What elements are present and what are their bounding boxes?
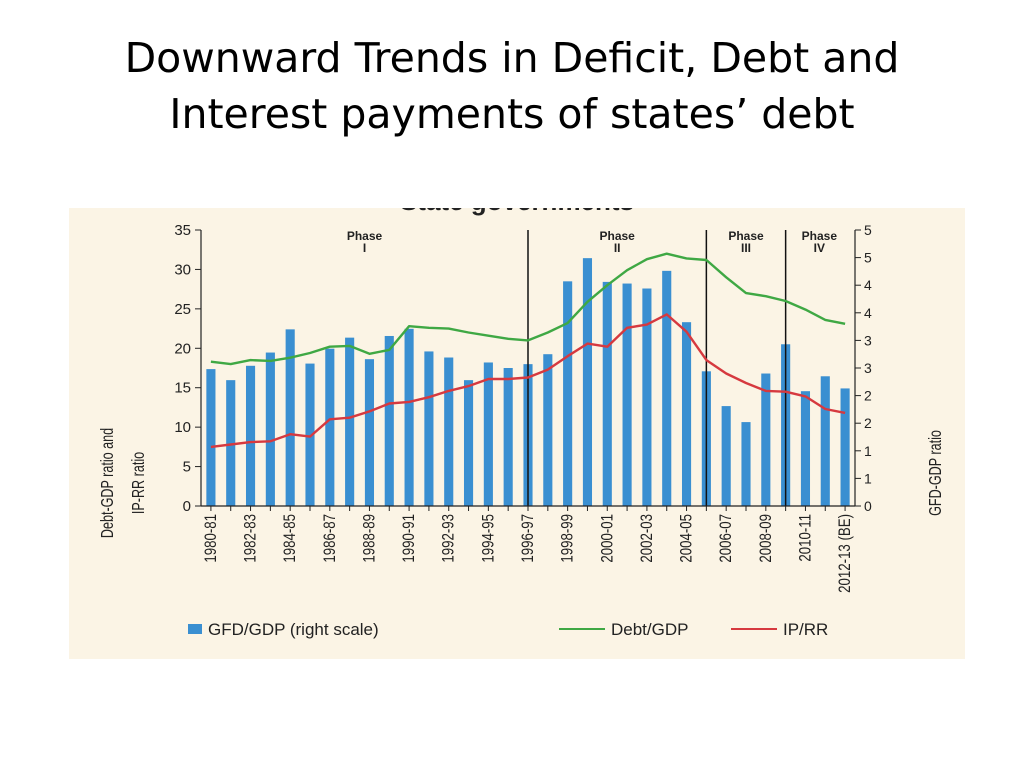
phase-label: Phase	[728, 229, 764, 243]
right-tick-label: 5	[864, 250, 872, 266]
left-tick-label: 20	[174, 340, 191, 357]
x-tick-label: 1992-93	[439, 514, 458, 563]
bar-gfd-gdp	[741, 422, 751, 506]
x-tick-label: 2006-07	[717, 514, 736, 563]
bar-gfd-gdp	[364, 359, 375, 506]
bar-gfd-gdp	[503, 368, 513, 506]
left-axis-label: Debt-GDP ratio and IP-RR ratio	[98, 428, 149, 538]
bar-gfd-gdp	[285, 329, 295, 506]
bar-gfd-gdp	[483, 362, 493, 506]
slide-title-line-2: Interest payments of states’ debt	[169, 90, 855, 138]
right-tick-label: 5	[864, 222, 872, 238]
left-tick-label: 25	[174, 301, 191, 318]
phase-label: Phase	[347, 229, 383, 243]
right-tick-label: 4	[864, 305, 872, 321]
legend-label-ip-rr: IP/RR	[783, 620, 828, 639]
x-tick-label: 1996-97	[519, 514, 538, 563]
left-axis-label-line-1: Debt-GDP ratio and	[98, 428, 118, 538]
x-tick-label: 1988-89	[360, 514, 379, 563]
left-tick-label: 0	[183, 498, 191, 515]
right-tick-label: 2	[864, 415, 872, 431]
x-tick-label: 1990-91	[400, 514, 419, 563]
bar-gfd-gdp	[800, 391, 811, 506]
left-axis-label-line-2: IP-RR ratio	[129, 452, 149, 514]
bar-gfd-gdp	[662, 270, 672, 506]
bar-gfd-gdp	[345, 337, 355, 506]
slide-title: Downward Trends in Deficit, Debt and Int…	[40, 30, 984, 142]
bar-gfd-gdp	[721, 406, 731, 506]
bar-gfd-gdp	[384, 335, 394, 506]
right-tick-label: 1	[864, 443, 872, 459]
right-tick-label: 3	[864, 360, 872, 376]
slide-title-line-1: Downward Trends in Deficit, Debt and	[124, 34, 900, 82]
bar-gfd-gdp	[206, 369, 216, 506]
bar-gfd-gdp	[563, 281, 573, 506]
left-tick-label: 15	[174, 380, 191, 397]
x-tick-label: 1986-87	[320, 514, 339, 563]
left-tick-label: 5	[183, 459, 191, 476]
bar-gfd-gdp	[424, 351, 434, 506]
chart-panel: State governments Debt-GDP ratio and IP-…	[69, 208, 965, 659]
phase-numeral: IV	[814, 241, 825, 255]
bar-gfd-gdp	[265, 352, 275, 506]
x-tick-label: 2004-05	[677, 514, 696, 563]
line-ip-rr	[210, 313, 846, 449]
right-axis-label: GFD-GDP ratio	[926, 430, 946, 516]
phase-numeral: II	[614, 241, 621, 255]
left-tick-label: 35	[174, 222, 191, 239]
legend-label-gfd-gdp: GFD/GDP (right scale)	[208, 620, 379, 639]
x-tick-label: 1994-95	[479, 514, 498, 563]
bar-gfd-gdp	[622, 283, 632, 506]
bar-gfd-gdp	[463, 380, 474, 506]
right-tick-label: 1	[864, 470, 872, 486]
bar-gfd-gdp	[404, 328, 414, 506]
bar-gfd-gdp	[226, 380, 236, 506]
x-tick-label: 2010-11	[796, 514, 815, 562]
bar-gfd-gdp	[642, 288, 652, 506]
left-tick-label: 10	[174, 419, 191, 436]
bar-gfd-gdp	[840, 388, 850, 506]
phase-numeral: I	[363, 241, 366, 255]
x-tick-label: 1984-85	[281, 514, 300, 563]
phase-label: Phase	[802, 229, 838, 243]
phase-label: Phase	[600, 229, 636, 243]
bar-gfd-gdp	[582, 258, 593, 506]
legend	[188, 624, 777, 634]
x-tick-label: 1980-81	[201, 514, 220, 563]
bar-gfd-gdp	[681, 322, 692, 506]
bar-gfd-gdp	[602, 281, 612, 506]
x-tick-label: 1998-99	[558, 514, 577, 563]
left-tick-label: 30	[174, 261, 191, 278]
legend-label-debt-gdp: Debt/GDP	[611, 620, 688, 639]
right-tick-label: 0	[864, 498, 872, 514]
x-tick-label: 1982-83	[241, 514, 260, 563]
right-tick-label: 4	[864, 277, 872, 293]
bar-gfd-gdp	[245, 365, 256, 506]
chart-title: State governments	[400, 208, 634, 216]
x-tick-label: 2012-13 (BE)	[836, 514, 855, 593]
bar-gfd-gdp	[543, 354, 553, 506]
right-tick-label: 3	[864, 332, 872, 348]
bar-gfd-gdp	[444, 357, 454, 506]
x-tick-label: 2002-03	[637, 514, 656, 563]
bar-gfd-gdp	[325, 348, 335, 506]
x-tick-label: 2008-09	[756, 514, 775, 563]
legend-swatch-gfd-gdp	[188, 624, 202, 634]
bar-gfd-gdp	[761, 373, 771, 506]
line-debt-gdp	[210, 252, 846, 366]
phase-numeral: III	[741, 241, 751, 255]
right-tick-label: 2	[864, 388, 872, 404]
x-tick-label: 2000-01	[598, 514, 617, 563]
bar-gfd-gdp	[305, 363, 315, 506]
bar-gfd-gdp	[820, 376, 830, 506]
chart-svg: State governments Debt-GDP ratio and IP-…	[98, 208, 946, 639]
